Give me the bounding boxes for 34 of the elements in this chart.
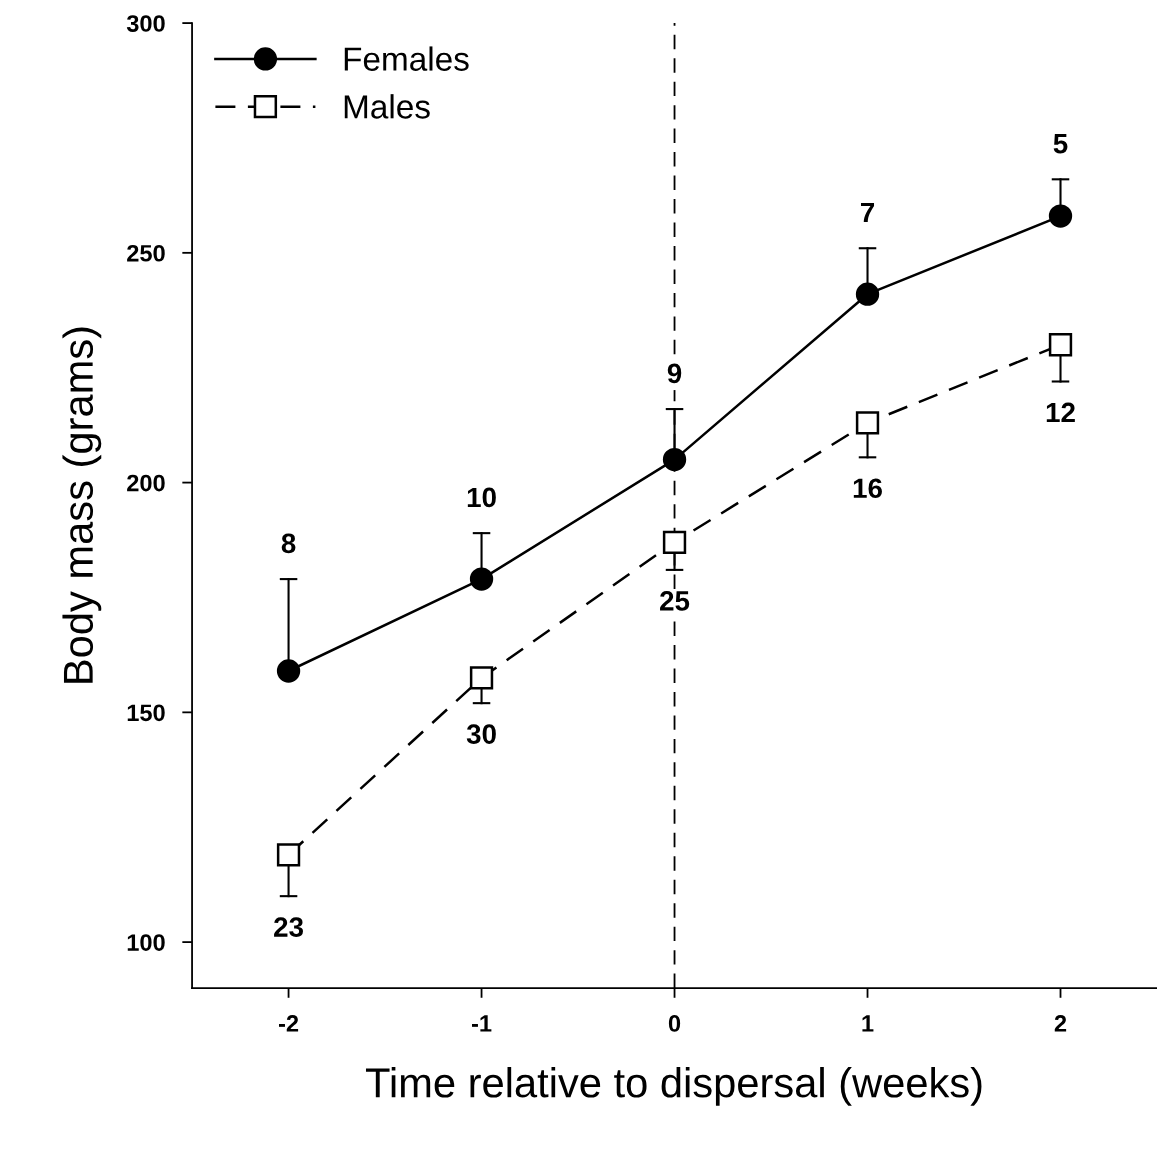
annotation: 16 — [853, 478, 882, 499]
annotation: 10 — [467, 487, 496, 508]
annotation: 30 — [466, 724, 496, 744]
point — [855, 282, 880, 306]
y-tick-label: 200 — [127, 474, 165, 492]
x-tick-label: 2 — [1054, 1015, 1067, 1032]
annotation: 5 — [1053, 134, 1068, 154]
y-tick-label: 250 — [127, 244, 165, 262]
y-tick-label: 150 — [127, 704, 165, 722]
point — [1048, 204, 1073, 228]
legend-label: Females — [344, 46, 469, 71]
annotation: 23 — [274, 917, 303, 937]
annotation: 25 — [660, 591, 690, 611]
y-tick-label: 300 — [126, 15, 165, 32]
x-axis-title: Time relative to dispersal (weeks) — [365, 1067, 982, 1106]
point — [662, 447, 687, 472]
x-tick-label: -2 — [278, 1015, 299, 1032]
point — [855, 411, 880, 435]
annotation: 8 — [281, 533, 296, 554]
point — [469, 666, 494, 690]
x-tick-label: 1 — [862, 1015, 874, 1032]
point — [662, 530, 687, 554]
annotation: 7 — [860, 202, 875, 223]
y-axis-title: Body mass (grams) — [62, 327, 102, 683]
annotation: 12 — [1046, 402, 1075, 423]
point — [276, 659, 301, 683]
x-tick-label: -1 — [471, 1015, 492, 1032]
point — [1048, 333, 1073, 357]
y-tick-label: 100 — [127, 934, 165, 951]
x-tick-label: 0 — [668, 1015, 681, 1032]
annotation: 9 — [667, 363, 682, 384]
legend-label: Males — [344, 94, 430, 119]
point — [276, 843, 301, 867]
point — [469, 567, 494, 591]
